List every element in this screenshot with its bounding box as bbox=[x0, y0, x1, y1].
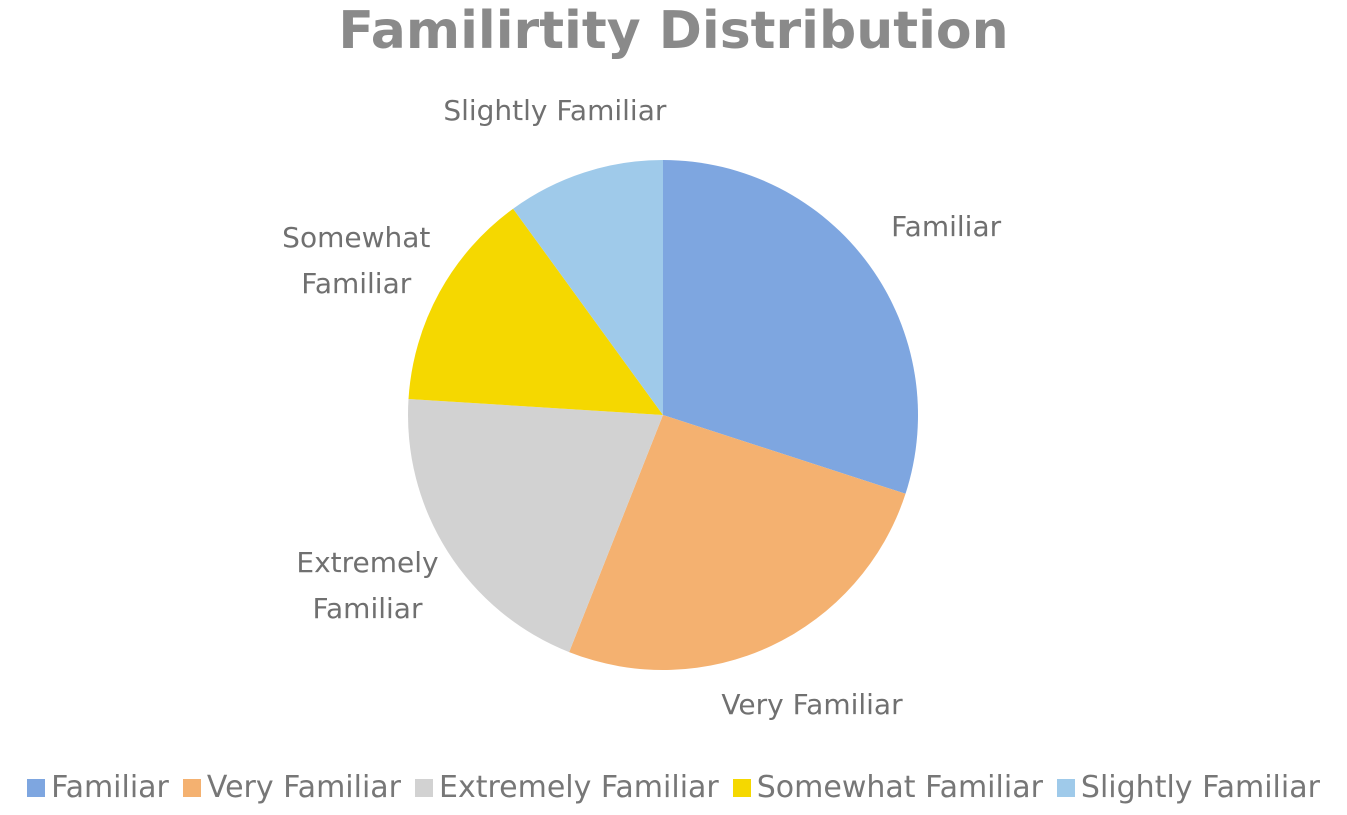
legend-item: Somewhat Familiar bbox=[732, 770, 1043, 805]
slice-label: Slightly Familiar bbox=[443, 93, 667, 127]
slice-label: Extremely Familiar bbox=[296, 546, 439, 626]
legend-swatch bbox=[27, 778, 46, 797]
legend-label: Extremely Familiar bbox=[439, 770, 719, 805]
pie-slice bbox=[513, 160, 663, 415]
pie-chart bbox=[408, 160, 919, 670]
pie-slice bbox=[408, 208, 663, 415]
legend-item: Familiar bbox=[27, 770, 169, 805]
pie-slice bbox=[663, 160, 919, 494]
slice-label: Familiar bbox=[891, 209, 1002, 243]
legend-label: Slightly Familiar bbox=[1080, 770, 1320, 805]
legend-label: Very Familiar bbox=[206, 770, 402, 805]
legend-item: Very Familiar bbox=[182, 770, 402, 805]
legend-label: Familiar bbox=[51, 770, 169, 805]
slice-label: Very Familiar bbox=[721, 687, 903, 721]
legend-swatch bbox=[732, 778, 751, 797]
slice-label: Somewhat Familiar bbox=[282, 220, 431, 300]
legend-swatch bbox=[1056, 778, 1075, 797]
legend-label: Somewhat Familiar bbox=[756, 770, 1043, 805]
legend: Familiar Very Familiar Extremely Familiar S… bbox=[0, 770, 1347, 805]
pie-slice bbox=[408, 398, 663, 653]
legend-item: Extremely Familiar bbox=[415, 770, 719, 805]
legend-swatch bbox=[415, 778, 434, 797]
legend-swatch bbox=[182, 778, 201, 797]
pie-slice bbox=[569, 415, 906, 670]
legend-item: Slightly Familiar bbox=[1056, 770, 1320, 805]
chart-title: Familirtity Distribution bbox=[338, 1, 1009, 61]
